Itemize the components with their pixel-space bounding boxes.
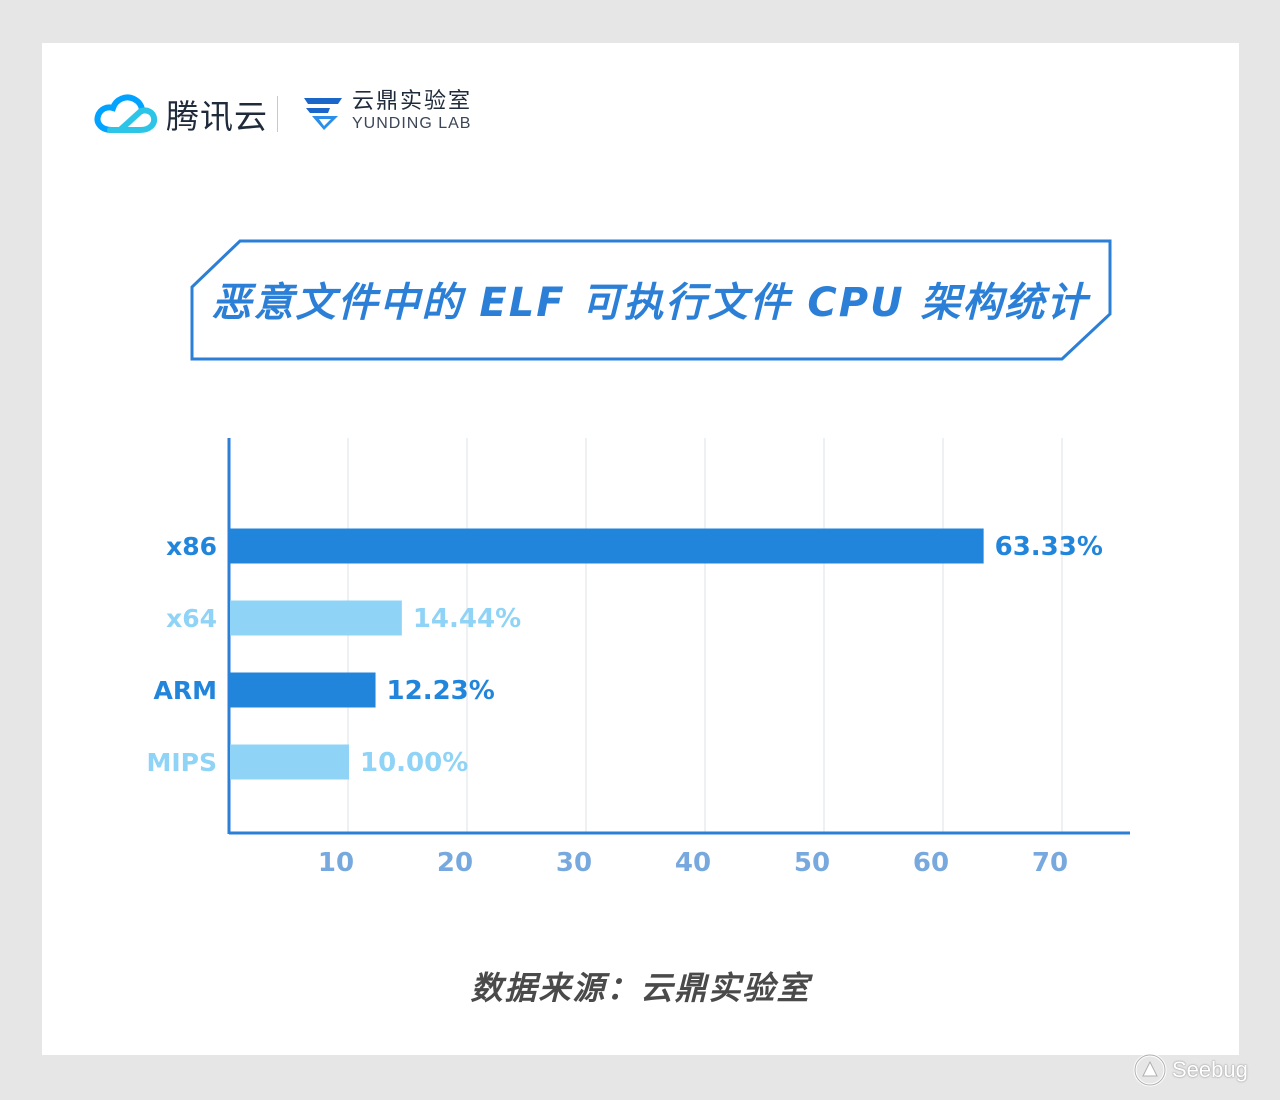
x-tick-label: 20 [437, 848, 473, 878]
yunding-cn-text: 云鼎实验室 [352, 89, 473, 114]
category-label: ARM [154, 676, 217, 705]
seebug-watermark: Seebug [1132, 1052, 1248, 1088]
yunding-logo-icon [304, 98, 342, 130]
watermark-text: Seebug [1172, 1057, 1248, 1082]
data-label: 10.00% [360, 748, 468, 778]
data-source-note: 数据来源：云鼎实验室 [470, 969, 811, 1007]
category-label: MIPS [146, 748, 217, 777]
tencent-cloud-logo: 腾讯云 [94, 90, 268, 138]
bar-chart: 10 20 30 40 50 60 70 x86 63.33% x64 14.44% ARM 12.23… [146, 438, 1130, 878]
cloud-icon [94, 94, 158, 133]
yunding-en-text: YUNDING LAB [352, 115, 472, 132]
logo-divider [277, 96, 278, 132]
chart-title: 恶意文件中的 ELF 可执行文件 CPU 架构统计 [211, 280, 1089, 326]
bar [230, 528, 984, 564]
bar [230, 744, 349, 780]
category-label: x86 [166, 532, 217, 561]
data-label: 12.23% [387, 676, 495, 706]
yunding-lab-logo: 云鼎实验室 YUNDING LAB [302, 90, 472, 134]
x-tick-label: 40 [675, 848, 711, 878]
category-label: x64 [166, 604, 217, 633]
bar [230, 672, 376, 708]
bar [230, 600, 402, 636]
x-tick-label: 60 [913, 848, 949, 878]
x-tick-label: 30 [556, 848, 592, 878]
x-tick-label: 70 [1032, 848, 1068, 878]
card: 腾讯云 云鼎实验室 YUNDING LAB 恶意文件中的 ELF 可执行文件 C… [42, 43, 1239, 1055]
x-tick-label: 10 [318, 848, 354, 878]
tencent-brand-text: 腾讯云 [166, 97, 268, 136]
title-frame [190, 239, 1112, 361]
x-tick-label: 50 [794, 848, 830, 878]
data-label: 14.44% [413, 604, 521, 634]
seebug-logo-icon [1133, 1053, 1167, 1087]
data-label: 63.33% [995, 532, 1103, 562]
